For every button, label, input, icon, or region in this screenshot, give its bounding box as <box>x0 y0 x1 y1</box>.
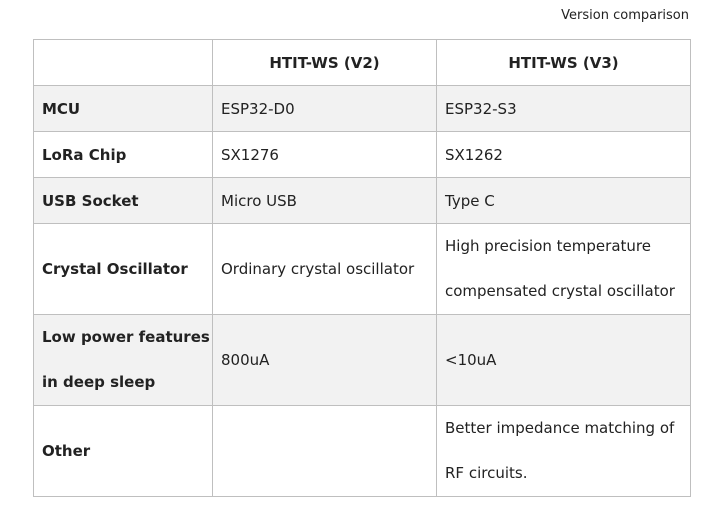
cell-line: Low power features <box>42 328 210 346</box>
header-cell: HTIT-WS (V2) <box>212 39 437 86</box>
cell: SX1262 <box>436 131 691 178</box>
cell-line: in deep sleep <box>42 373 156 391</box>
cell: ESP32-D0 <box>212 85 437 132</box>
table-row: Other Better impedance matching of RF circ… <box>33 405 691 497</box>
cell: ESP32-S3 <box>436 85 691 132</box>
header-cell <box>33 39 213 86</box>
row-label: MCU <box>33 85 213 132</box>
cell: SX1276 <box>212 131 437 178</box>
caption: Version comparison <box>561 8 689 23</box>
cell: High precision temperature compensated cr… <box>436 223 691 315</box>
cell: Type C <box>436 177 691 224</box>
cell-line: High precision temperature <box>445 237 651 255</box>
row-label: Low power features in deep sleep <box>33 314 213 406</box>
table-row: Low power features in deep sleep 800uA <10u… <box>33 314 691 406</box>
cell: Ordinary crystal oscillator <box>212 223 437 315</box>
table-row: MCU ESP32-D0 ESP32-S3 <box>33 85 691 132</box>
cell-line: RF circuits. <box>445 464 528 482</box>
header-row: HTIT-WS (V2) HTIT-WS (V3) <box>33 39 691 86</box>
table-row: LoRa Chip SX1276 SX1262 <box>33 131 691 178</box>
cell: 800uA <box>212 314 437 406</box>
cell <box>212 405 437 497</box>
table-row: USB Socket Micro USB Type C <box>33 177 691 224</box>
cell: Micro USB <box>212 177 437 224</box>
table-body: MCU ESP32-D0 ESP32-S3 LoRa Chip SX1276 SX1262… <box>33 85 691 497</box>
cell-line: compensated crystal oscillator <box>445 282 675 300</box>
header-cell: HTIT-WS (V3) <box>436 39 691 86</box>
comparison-table: HTIT-WS (V2) HTIT-WS (V3) MCU ESP32-D0 ESP… <box>33 39 691 497</box>
row-label: USB Socket <box>33 177 213 224</box>
cell: Better impedance matching of RF circuits. <box>436 405 691 497</box>
cell-line: Better impedance matching of <box>445 419 675 437</box>
row-label: LoRa Chip <box>33 131 213 178</box>
row-label: Other <box>33 405 213 497</box>
cell: <10uA <box>436 314 691 406</box>
table-row: Crystal Oscillator Ordinary crystal oscil… <box>33 223 691 315</box>
row-label: Crystal Oscillator <box>33 223 213 315</box>
